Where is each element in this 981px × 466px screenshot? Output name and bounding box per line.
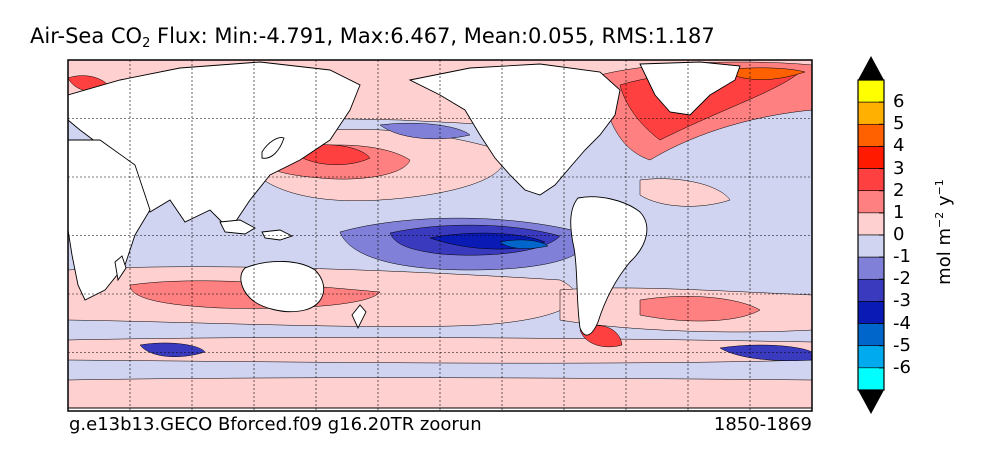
colorbar-swatch [857,168,885,192]
colorbar-tick-label: 3 [893,157,905,179]
colorbar-tick-label: -2 [893,268,911,290]
colorbar-swatch [857,146,885,169]
colorbar-tick-label: 1 [893,201,905,223]
colorbar-swatch [857,367,885,391]
colorbar-swatch [857,234,885,258]
colorbar-swatch [857,256,885,280]
land-new-zealand [351,304,367,330]
land-new-guinea [261,229,294,241]
chart-title: Air-Sea CO2 Flux: Min:-4.791, Max:6.467,… [30,24,715,51]
land-madagascar [114,255,127,282]
land-south-america [570,196,648,336]
colorbar-tick-label: 0 [893,224,905,245]
land-north-america [408,63,621,196]
colorbar-tick-label: 5 [893,113,905,135]
colorbar-swatch [857,101,885,125]
colorbar-swatch [857,345,885,369]
colorbar-swatch [857,190,885,214]
colorbar-swatch [857,212,885,236]
period-label: 1850-1869 [713,414,812,435]
map-frame [67,59,813,412]
negative-flux-regions [109,123,812,361]
colorbar-swatch [857,301,885,324]
land-africa [68,139,151,301]
colorbar-under-arrow [858,390,884,414]
colorbar-tick-label: -6 [893,356,911,378]
colorbar-swatch [857,123,885,147]
land-indonesia [219,219,256,235]
colorbar-swatch [857,79,885,103]
graticule [68,60,812,411]
colorbar-over-arrow [858,56,884,80]
run-name-label: g.e13b13.GECO Bforced.f09 g16.20TR zooru… [69,414,482,435]
land-japan [261,137,285,159]
land-australia [240,260,325,313]
colorbar-tick-label: 4 [893,135,905,157]
colorbar [857,56,885,414]
colorbar-tick-label: -4 [893,312,911,334]
colorbar-tick-label: -5 [893,334,911,356]
colorbar-swatch [857,323,885,347]
colorbar-tick-label: -1 [893,246,911,268]
colorbar-tick-label: 2 [893,179,905,201]
land-masses [68,61,812,411]
land-greenland [639,61,741,116]
colorbar-tick-label: -3 [893,290,911,312]
flux-field [68,60,812,411]
colorbar-unit-label: mol m−2 y−1 [933,179,955,285]
colorbar-tick-label: 6 [893,91,905,113]
colorbar-swatch [857,278,885,302]
